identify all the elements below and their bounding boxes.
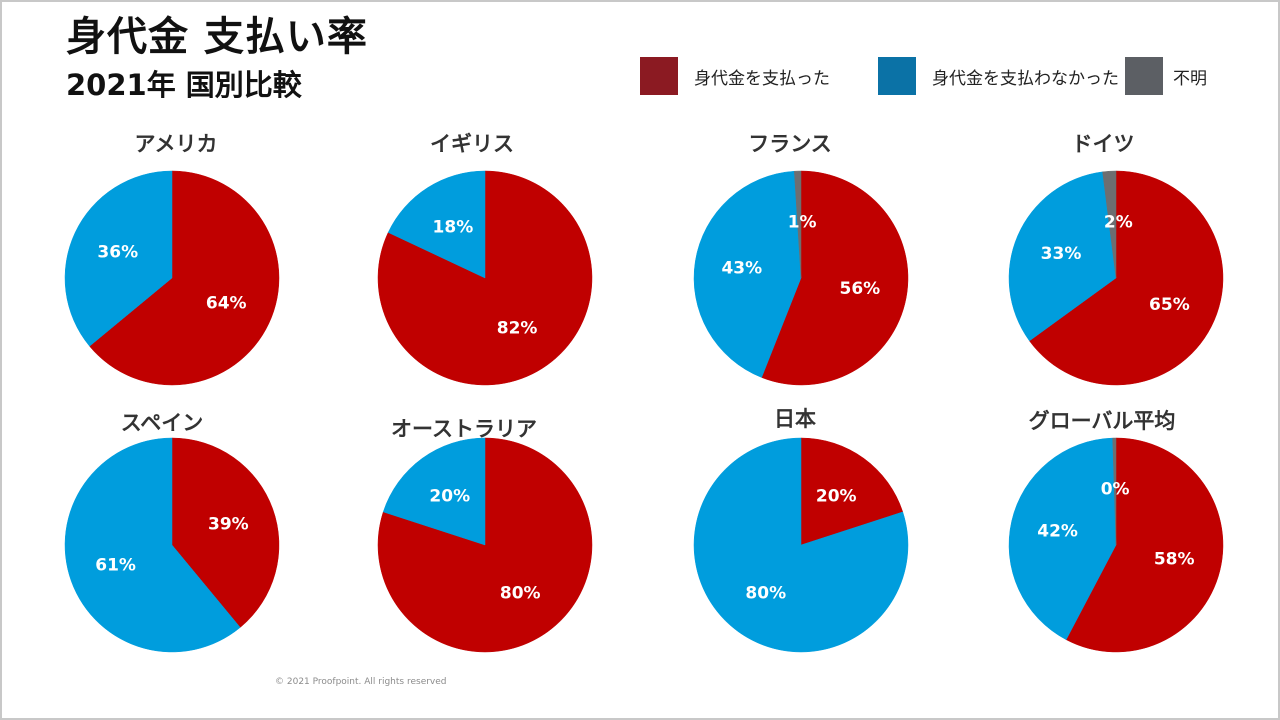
pie-slice-global-average-unknown: [1112, 437, 1117, 546]
pie-label-global-average-unknown: 0%: [1101, 479, 1130, 499]
pie-label-usa-paid: 64%: [206, 294, 247, 314]
pie-label-uk-not-paid: 18%: [433, 217, 474, 237]
pie-label-france-paid: 56%: [840, 279, 881, 299]
pie-label-japan-paid: 20%: [816, 487, 857, 507]
pie-title-usa: アメリカ: [134, 132, 218, 156]
legend-item-unknown: 不明: [1125, 57, 1207, 95]
pie-title-japan: 日本: [774, 407, 816, 431]
pie-slice-global-average-not-paid: [1008, 437, 1117, 641]
pie-label-uk-paid: 82%: [497, 319, 538, 339]
pie-label-japan-not-paid: 80%: [745, 583, 786, 603]
pie-label-usa-not-paid: 36%: [97, 242, 138, 262]
page-subtitle: 2021年 国別比較: [66, 68, 302, 102]
legend-item-not-paid: 身代金を支払わなかった: [878, 57, 1119, 95]
pie-label-australia-paid: 80%: [500, 583, 541, 603]
pie-slice-spain-paid: [171, 437, 280, 628]
pie-slice-australia-not-paid: [382, 437, 486, 546]
pie-slice-france-not-paid: [693, 170, 802, 378]
pie-slice-france-unknown: [794, 170, 802, 279]
page-title: 身代金 支払い率: [66, 14, 368, 60]
legend-label-paid: 身代金を支払った: [694, 68, 830, 89]
pie-label-germany-not-paid: 33%: [1041, 244, 1082, 264]
pie-title-australia: オーストラリア: [391, 417, 537, 441]
pie-slice-usa-paid: [89, 170, 280, 386]
pie-slice-germany-paid: [1029, 170, 1224, 386]
pie-title-germany: ドイツ: [1071, 132, 1135, 156]
legend-item-paid: 身代金を支払った: [640, 57, 830, 95]
pie-label-spain-not-paid: 61%: [95, 555, 136, 575]
pie-slice-spain-not-paid: [64, 437, 241, 653]
pie-title-global-average: グローバル平均: [1028, 409, 1176, 433]
pie-label-australia-not-paid: 20%: [429, 487, 470, 507]
pie-slice-usa-not-paid: [64, 170, 173, 347]
legend-swatch-not-paid: [878, 57, 916, 95]
pie-label-spain-paid: 39%: [208, 515, 249, 535]
legend-swatch-unknown: [1125, 57, 1163, 95]
pie-slice-australia-paid: [377, 437, 593, 653]
pie-title-spain: スペイン: [120, 411, 204, 435]
pie-label-global-average-paid: 58%: [1154, 549, 1195, 569]
pie-label-france-not-paid: 43%: [721, 259, 762, 279]
pie-slice-japan-not-paid: [693, 437, 909, 653]
pie-slice-uk-not-paid: [387, 170, 486, 279]
legend-label-unknown: 不明: [1173, 68, 1207, 89]
pie-slice-germany-unknown: [1102, 170, 1117, 279]
pie-label-germany-paid: 65%: [1149, 295, 1190, 315]
pie-slice-global-average-paid: [1065, 437, 1224, 653]
pie-slice-germany-not-paid: [1008, 171, 1117, 342]
pie-slice-japan-paid: [800, 437, 904, 546]
pie-label-france-unknown: 1%: [788, 212, 817, 232]
legend-label-not-paid: 身代金を支払わなかった: [932, 68, 1119, 89]
pie-slice-france-paid: [761, 170, 909, 386]
pie-title-uk: イギリス: [430, 132, 514, 156]
pie-label-germany-unknown: 2%: [1104, 212, 1133, 232]
pie-title-france: フランス: [748, 132, 832, 156]
legend-swatch-paid: [640, 57, 678, 95]
copyright-text: © 2021 Proofpoint. All rights reserved: [275, 677, 447, 687]
pie-label-global-average-not-paid: 42%: [1037, 522, 1078, 542]
